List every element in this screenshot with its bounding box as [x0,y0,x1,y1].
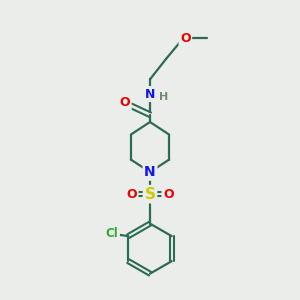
Text: O: O [120,96,130,110]
Text: H: H [159,92,168,102]
Text: Cl: Cl [106,227,118,240]
Text: S: S [145,187,155,202]
Text: N: N [145,88,155,100]
Text: O: O [180,32,190,45]
Text: O: O [163,188,174,201]
Text: O: O [126,188,137,201]
Text: N: N [144,165,156,179]
